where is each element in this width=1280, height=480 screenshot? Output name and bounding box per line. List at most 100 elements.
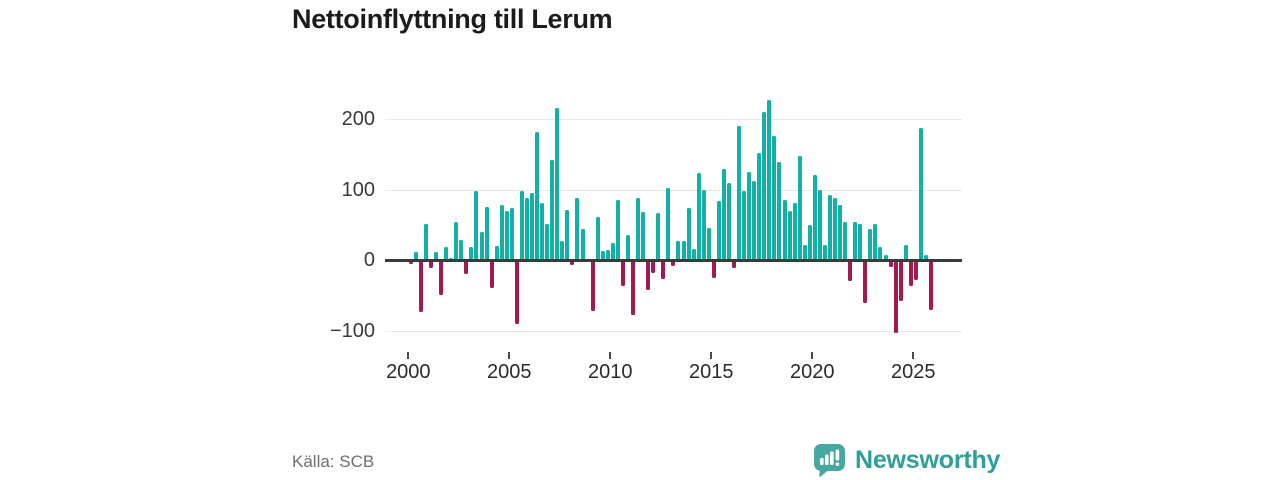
bar-2011Q1[interactable] (631, 260, 636, 315)
bar-2023Q2[interactable] (878, 246, 883, 261)
bar-2001Q3[interactable] (439, 260, 444, 295)
bar-2013Q3[interactable] (681, 240, 686, 261)
bar-2009Q4[interactable] (605, 249, 610, 261)
bar-2005Q3[interactable] (519, 191, 524, 261)
bar-2015Q2[interactable] (716, 201, 721, 261)
bar-2012Q3[interactable] (661, 260, 666, 280)
bar-2013Q1[interactable] (671, 260, 676, 266)
bar-2002Q2[interactable] (454, 221, 459, 261)
bar-2013Q4[interactable] (686, 208, 691, 261)
bar-2023Q1[interactable] (873, 223, 878, 261)
bar-2025Q2[interactable] (918, 128, 923, 261)
bar-2013Q2[interactable] (676, 240, 681, 261)
bar-2001Q1[interactable] (429, 260, 434, 269)
bar-2021Q4[interactable] (848, 260, 853, 281)
bar-2004Q2[interactable] (494, 246, 499, 261)
bar-2021Q2[interactable] (838, 204, 843, 261)
bar-2010Q4[interactable] (625, 234, 630, 261)
bar-2005Q2[interactable] (514, 260, 519, 324)
bar-2010Q1[interactable] (610, 242, 615, 261)
bar-2018Q2[interactable] (777, 161, 782, 261)
bar-2016Q1[interactable] (732, 260, 737, 269)
bar-2024Q3[interactable] (903, 245, 908, 261)
bar-2008Q1[interactable] (570, 260, 575, 266)
bar-2025Q1[interactable] (913, 260, 918, 281)
bar-2006Q3[interactable] (540, 203, 545, 261)
bar-2007Q4[interactable] (565, 210, 570, 261)
bar-2019Q3[interactable] (802, 245, 807, 261)
bar-2005Q4[interactable] (524, 198, 529, 261)
bar-2019Q4[interactable] (807, 225, 812, 261)
bar-2007Q1[interactable] (550, 160, 555, 261)
bar-2012Q1[interactable] (651, 260, 656, 273)
bar-2011Q4[interactable] (646, 260, 651, 290)
bar-2022Q2[interactable] (858, 223, 863, 261)
bar-2017Q1[interactable] (752, 180, 757, 261)
bar-2011Q3[interactable] (641, 212, 646, 261)
bar-2009Q3[interactable] (600, 251, 605, 261)
bar-2021Q3[interactable] (843, 221, 848, 261)
bar-2011Q2[interactable] (636, 198, 641, 261)
bar-2024Q2[interactable] (898, 260, 903, 302)
bar-2000Q4[interactable] (423, 224, 428, 261)
bar-2025Q4[interactable] (928, 260, 933, 310)
bar-2017Q4[interactable] (767, 99, 772, 261)
bar-2012Q4[interactable] (666, 188, 671, 261)
bar-2019Q1[interactable] (792, 203, 797, 261)
bar-2003Q4[interactable] (484, 207, 489, 261)
bar-2023Q3[interactable] (883, 254, 888, 261)
bar-2022Q4[interactable] (868, 228, 873, 261)
bar-2022Q1[interactable] (853, 221, 858, 261)
bar-2024Q4[interactable] (908, 260, 913, 287)
bar-2003Q1[interactable] (469, 246, 474, 261)
bar-2007Q3[interactable] (560, 240, 565, 261)
bar-2009Q2[interactable] (595, 217, 600, 261)
bar-2016Q3[interactable] (742, 191, 747, 261)
bar-2010Q3[interactable] (620, 260, 625, 287)
bar-2014Q1[interactable] (691, 249, 696, 261)
bar-2024Q1[interactable] (893, 260, 898, 333)
bar-2010Q2[interactable] (615, 199, 620, 261)
bar-2007Q2[interactable] (555, 108, 560, 261)
bar-2000Q1[interactable] (408, 260, 413, 264)
bar-2012Q2[interactable] (656, 213, 661, 261)
bar-2005Q1[interactable] (509, 208, 514, 261)
bar-2004Q1[interactable] (489, 260, 494, 288)
bar-2020Q1[interactable] (812, 174, 817, 261)
bar-2006Q1[interactable] (530, 193, 535, 261)
bar-2009Q1[interactable] (590, 260, 595, 312)
bar-2006Q4[interactable] (545, 224, 550, 261)
bar-2020Q2[interactable] (817, 189, 822, 261)
bar-2017Q3[interactable] (762, 112, 767, 261)
bar-2016Q4[interactable] (747, 172, 752, 261)
bar-2008Q2[interactable] (575, 198, 580, 261)
bar-2020Q4[interactable] (827, 194, 832, 261)
bar-2015Q4[interactable] (726, 182, 731, 261)
bar-2021Q1[interactable] (833, 198, 838, 261)
bar-2018Q4[interactable] (787, 210, 792, 261)
bar-2004Q3[interactable] (499, 205, 504, 261)
bar-2002Q3[interactable] (459, 239, 464, 261)
bar-2025Q3[interactable] (923, 254, 928, 261)
bar-2000Q2[interactable] (413, 251, 418, 261)
bar-2002Q4[interactable] (464, 260, 469, 274)
bar-2014Q3[interactable] (701, 189, 706, 261)
bar-2014Q4[interactable] (706, 227, 711, 261)
bar-2017Q2[interactable] (757, 153, 762, 261)
bar-2001Q4[interactable] (444, 246, 449, 261)
bar-2006Q2[interactable] (535, 131, 540, 261)
bar-2000Q3[interactable] (418, 260, 423, 312)
bar-2018Q3[interactable] (782, 200, 787, 261)
bar-2008Q3[interactable] (580, 228, 585, 261)
bar-2019Q2[interactable] (797, 155, 802, 261)
bar-2001Q2[interactable] (434, 251, 439, 261)
bar-2020Q3[interactable] (822, 245, 827, 261)
bar-2004Q4[interactable] (504, 210, 509, 261)
bar-2015Q1[interactable] (711, 260, 716, 278)
bar-2003Q3[interactable] (479, 232, 484, 261)
bar-2003Q2[interactable] (474, 190, 479, 261)
bar-2018Q1[interactable] (772, 136, 777, 261)
bar-2015Q3[interactable] (721, 168, 726, 261)
bar-2016Q2[interactable] (737, 125, 742, 261)
bar-2022Q3[interactable] (863, 260, 868, 303)
